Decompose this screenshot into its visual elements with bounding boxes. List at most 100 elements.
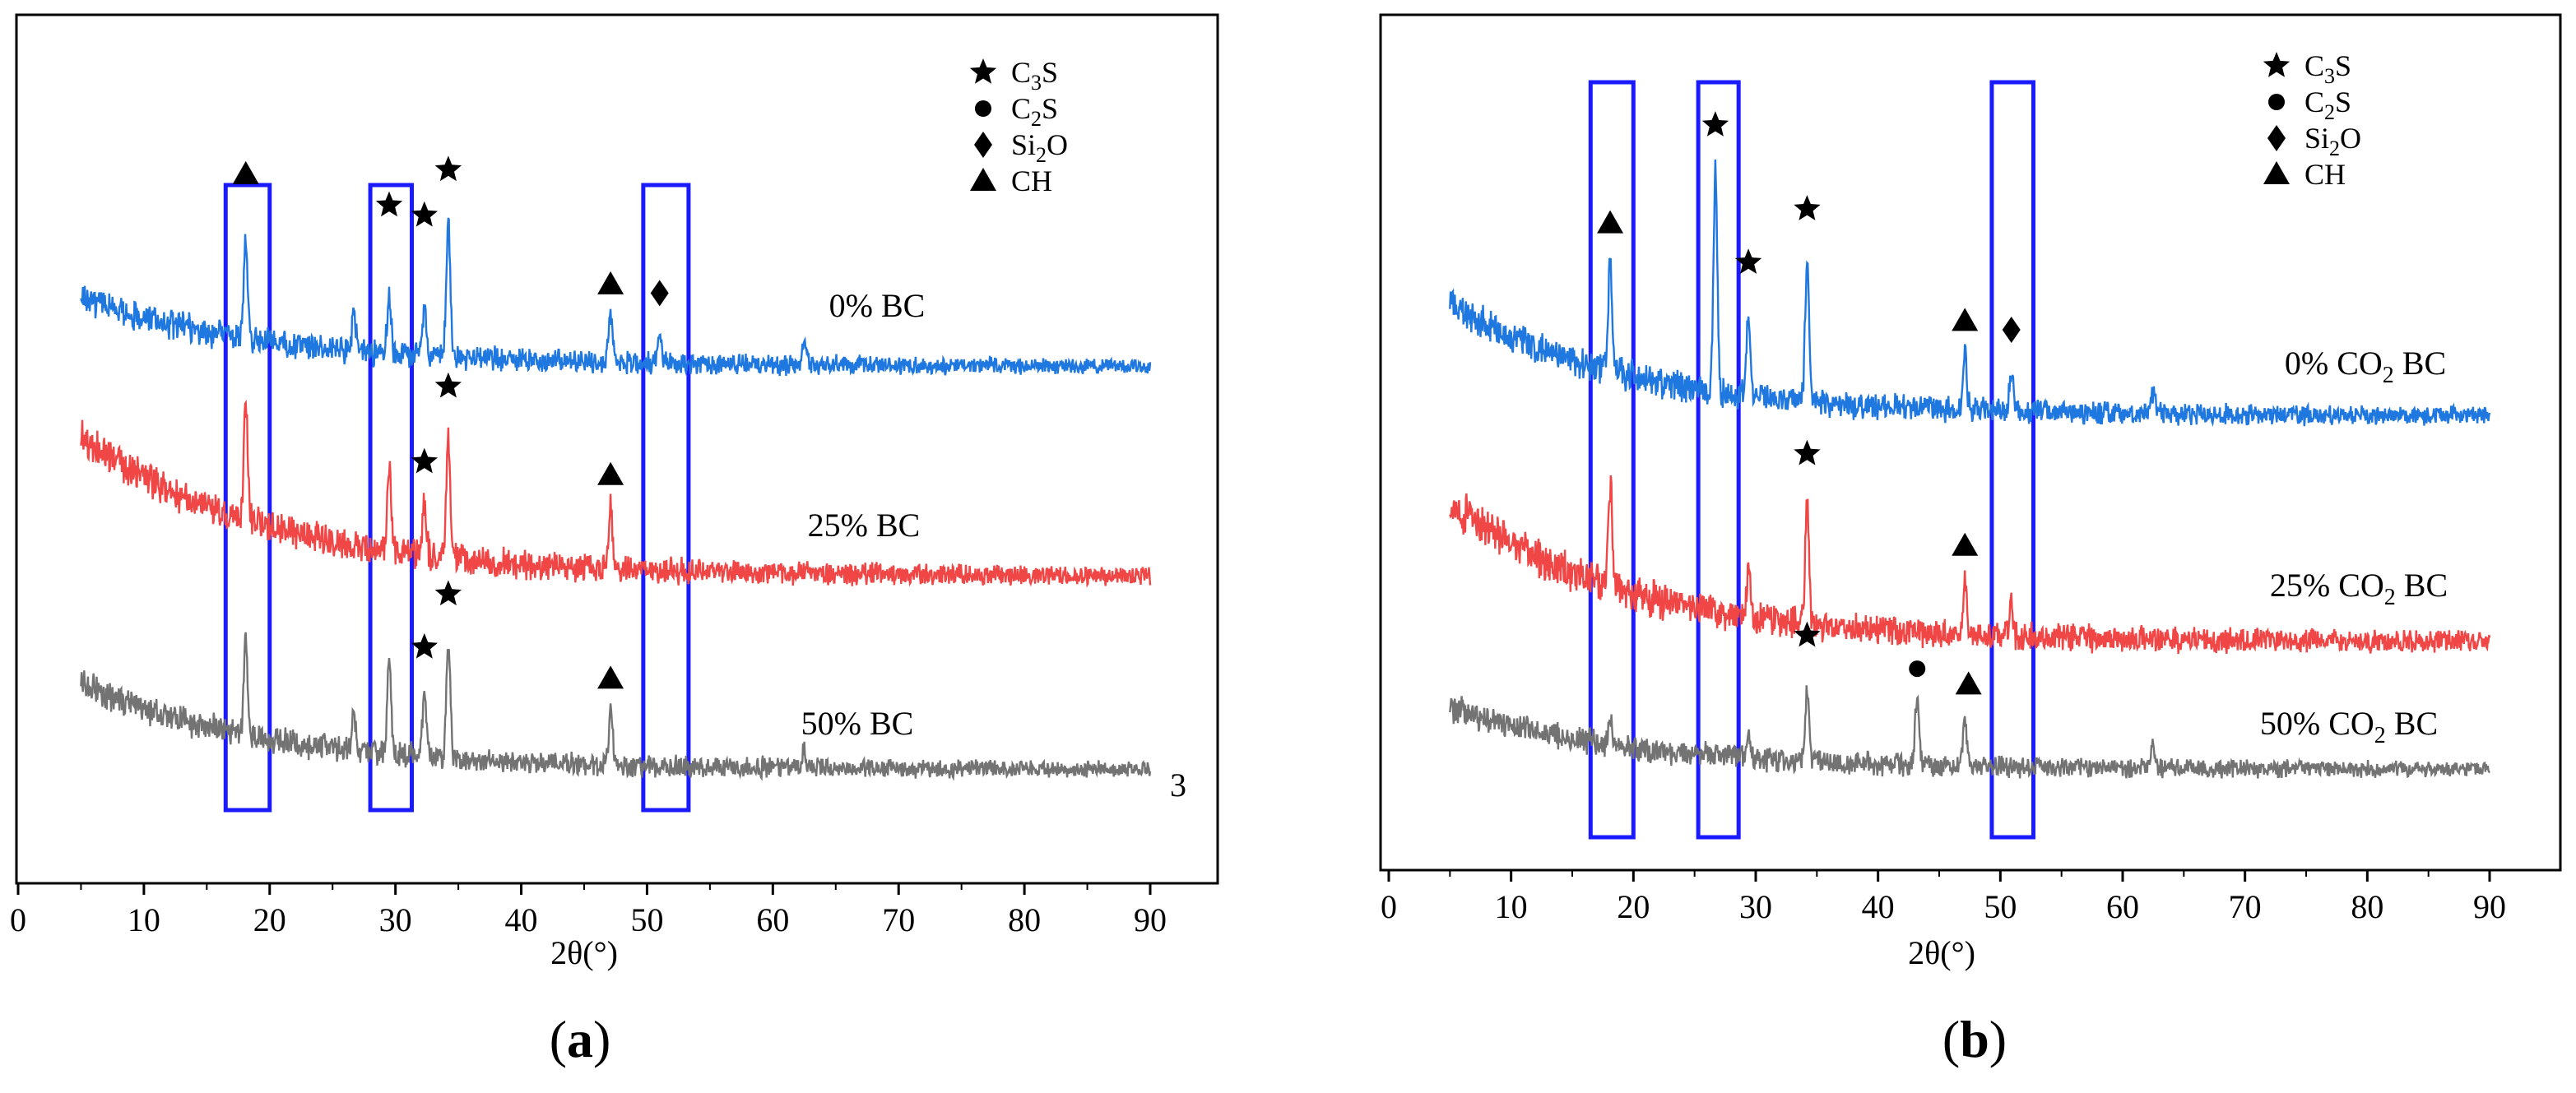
panel-b-label: (b) (1942, 1010, 2007, 1068)
panel-b-series-group (1449, 159, 2491, 779)
panel-b-phase-markers (1597, 111, 2021, 695)
star-marker (434, 580, 462, 606)
diamond-marker (2002, 317, 2021, 344)
triangle-marker (1955, 671, 1982, 695)
legend-item: C3S (2263, 49, 2351, 88)
series-line-3 (1449, 685, 2491, 779)
series-label: 50% CO2 BC (2260, 705, 2438, 748)
legend-label: C2S (2304, 86, 2351, 124)
series-label: 0% CO2 BC (2285, 345, 2446, 388)
triangle-marker (597, 665, 624, 689)
x-tick-label: 40 (1862, 888, 1895, 925)
panel-a-frame (15, 13, 1219, 885)
x-tick-label: 20 (1617, 888, 1650, 925)
x-tick-label: 60 (2106, 888, 2139, 925)
circle-marker (1909, 660, 1926, 678)
legend-label: Si2O (1011, 128, 1068, 167)
star-marker (1734, 248, 1762, 274)
highlight-box-2 (368, 183, 415, 813)
star-icon (969, 58, 997, 84)
x-tick-label: 50 (1984, 888, 2017, 925)
highlight-box-3 (641, 183, 691, 813)
x-tick-label: 70 (882, 901, 915, 938)
panel-a-x-axis-title: 2θ(°) (550, 934, 618, 971)
series-line-3 (80, 632, 1152, 781)
circle-icon (2268, 94, 2285, 110)
panel-b-chart: 0% CO2 BC 25% CO2 BC 50% CO2 BC 0 10 20 30 40 5… (1379, 13, 2562, 1068)
star-marker (411, 447, 438, 474)
x-tick-label: 50 (630, 901, 663, 938)
x-tick-label: 20 (253, 901, 286, 938)
diamond-marker (650, 280, 669, 307)
highlight-box-3 (1989, 80, 2035, 840)
panel-a-phase-markers (232, 155, 669, 689)
panel-a-side-number: 3 (1170, 766, 1186, 804)
legend-label: CH (1011, 164, 1052, 197)
x-tick-label: 30 (1739, 888, 1772, 925)
x-tick-label: 80 (2351, 888, 2383, 925)
star-marker (434, 155, 462, 182)
series-line-1 (80, 217, 1152, 377)
legend-item: CH (2263, 158, 2346, 191)
series-label: 25% CO2 BC (2270, 567, 2448, 610)
star-marker (411, 201, 438, 227)
triangle-marker (597, 271, 624, 294)
series-label: 50% BC (801, 705, 914, 742)
panel-b-highlight-boxes (1588, 80, 2035, 840)
highlight-box-1 (1588, 80, 1636, 840)
panel-b-frame (1379, 13, 2562, 872)
triangle-marker (232, 160, 259, 184)
triangle-marker (1952, 308, 1979, 331)
x-tick-label: 90 (1134, 901, 1167, 938)
triangle-marker (1952, 532, 1979, 556)
legend-label: C3S (1011, 56, 1058, 95)
star-icon (2263, 52, 2291, 77)
series-label: 25% BC (808, 507, 921, 544)
x-tick-label: 10 (128, 901, 160, 938)
series-label: 0% BC (829, 287, 926, 324)
x-tick-label: 30 (379, 901, 412, 938)
legend-item: Si2O (974, 128, 1068, 167)
x-tick-label: 0 (1381, 888, 1397, 925)
star-marker (1794, 439, 1821, 465)
legend-item: Si2O (2267, 122, 2361, 160)
legend-item: CH (970, 164, 1052, 197)
panel-b-series-labels: 0% CO2 BC 25% CO2 BC 50% CO2 BC (2260, 345, 2448, 748)
triangle-marker (597, 461, 624, 485)
highlight-box-2 (1696, 80, 1741, 840)
star-marker (1794, 195, 1821, 220)
x-tick-label: 60 (756, 901, 789, 938)
highlight-box-1 (223, 183, 272, 813)
panel-a-label: (a) (550, 1010, 611, 1068)
star-marker (434, 372, 462, 398)
star-marker (411, 632, 438, 659)
x-tick-label: 0 (10, 901, 26, 938)
legend-label: C3S (2304, 49, 2351, 88)
legend-item: C2S (975, 92, 1058, 131)
panel-a-series-group (80, 217, 1152, 781)
triangle-icon (2263, 161, 2290, 184)
diamond-icon (2267, 125, 2286, 151)
series-line-2 (1449, 475, 2491, 655)
triangle-marker (1597, 210, 1624, 234)
panel-a-x-axis-ticks: 0 10 20 30 40 50 60 70 80 90 (10, 883, 1167, 938)
x-tick-label: 90 (2473, 888, 2506, 925)
x-tick-label: 10 (1495, 888, 1528, 925)
star-marker (1794, 621, 1821, 647)
triangle-icon (970, 168, 996, 191)
legend-label: Si2O (2304, 122, 2361, 160)
star-marker (375, 191, 403, 217)
panel-a-highlight-boxes (223, 183, 691, 813)
legend-label: CH (2304, 158, 2346, 191)
x-tick-label: 80 (1008, 901, 1041, 938)
series-line-2 (80, 399, 1152, 588)
circle-icon (975, 100, 991, 117)
x-tick-label: 40 (505, 901, 538, 938)
x-tick-label: 70 (2229, 888, 2262, 925)
star-marker (1701, 111, 1729, 137)
legend-item: C2S (2268, 86, 2351, 124)
